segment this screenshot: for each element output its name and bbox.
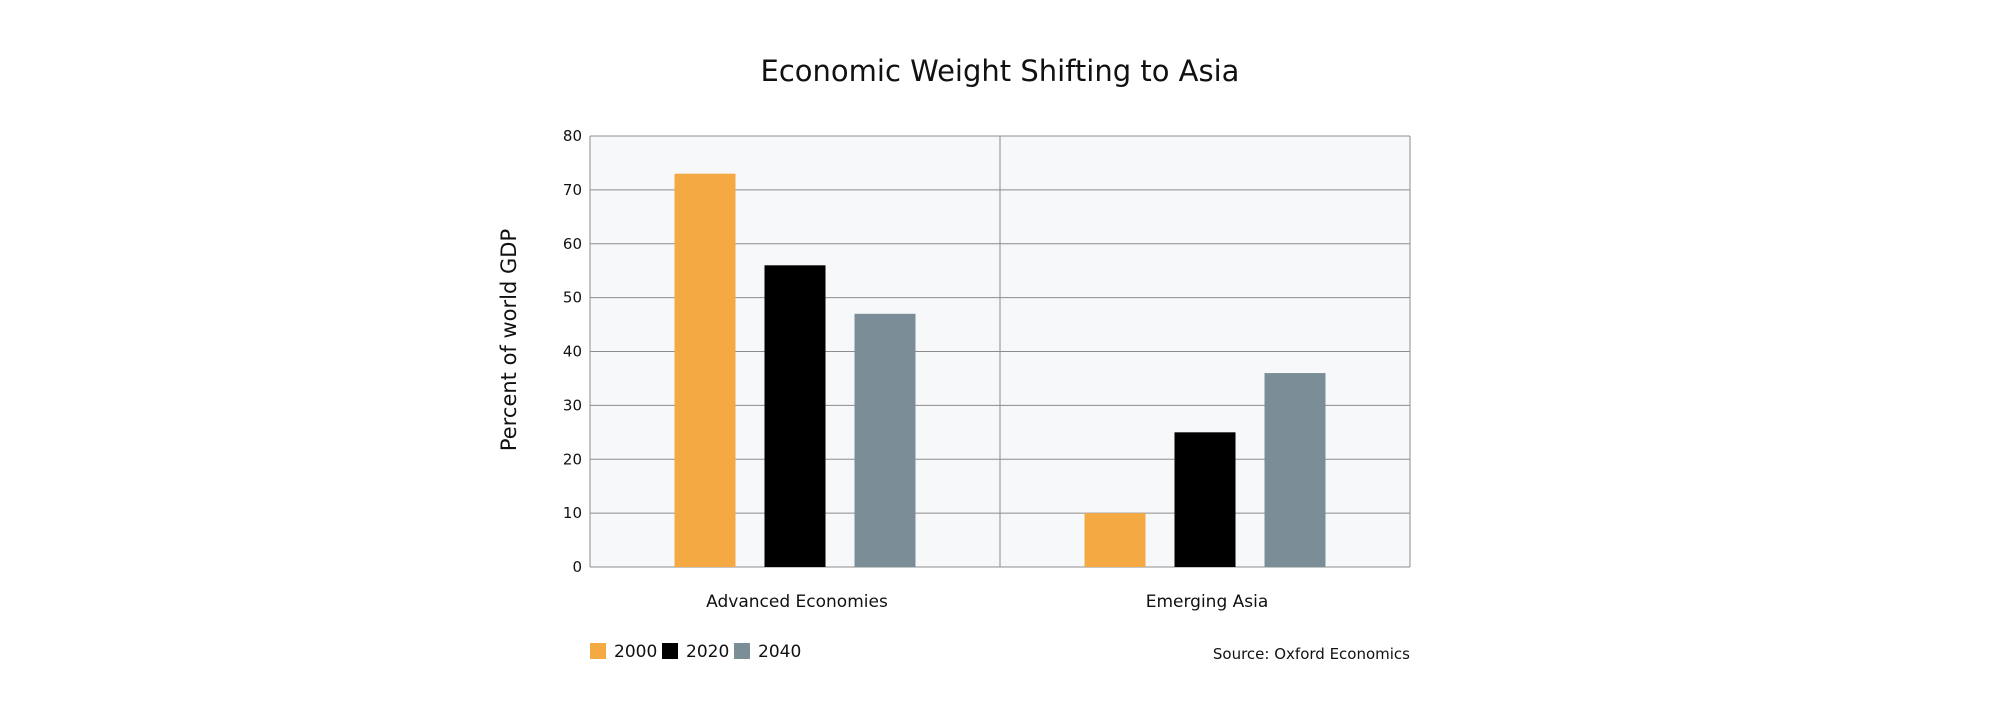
chart-title: Economic Weight Shifting to Asia — [761, 54, 1240, 88]
y-tick-labels: 0 10 20 30 40 50 60 70 80 — [563, 127, 582, 576]
x-category-labels: Advanced Economies Emerging Asia — [706, 592, 1268, 612]
y-tick-label-60: 60 — [563, 235, 582, 253]
legend-swatch-2040 — [734, 643, 750, 659]
legend-swatch-2000 — [590, 643, 606, 659]
bar-2040-1 — [1264, 373, 1326, 567]
legend: 2000 2020 2040 — [590, 642, 801, 662]
y-tick-label-10: 10 — [563, 504, 582, 522]
bar-2040-0 — [854, 313, 916, 567]
x-category-label-1: Emerging Asia — [1146, 592, 1269, 612]
legend-label-2000: 2000 — [614, 642, 657, 662]
x-category-label-0: Advanced Economies — [706, 592, 888, 612]
legend-label-2020: 2020 — [686, 642, 729, 662]
legend-swatch-2020 — [662, 643, 678, 659]
bars — [674, 173, 1326, 567]
y-tick-label-0: 0 — [572, 558, 582, 576]
bar-2000-1 — [1084, 513, 1146, 567]
bar-2020-1 — [1174, 432, 1236, 567]
source-note: Source: Oxford Economics — [1213, 645, 1410, 663]
bar-2020-0 — [764, 265, 826, 567]
legend-label-2040: 2040 — [758, 642, 801, 662]
bar-2000-0 — [674, 173, 736, 567]
y-tick-label-80: 80 — [563, 127, 582, 145]
y-tick-label-70: 70 — [563, 181, 582, 199]
y-tick-label-30: 30 — [563, 396, 582, 414]
y-tick-label-40: 40 — [563, 343, 582, 361]
y-axis-label: Percent of world GDP — [497, 229, 521, 451]
y-tick-label-50: 50 — [563, 289, 582, 307]
y-tick-label-20: 20 — [563, 450, 582, 468]
